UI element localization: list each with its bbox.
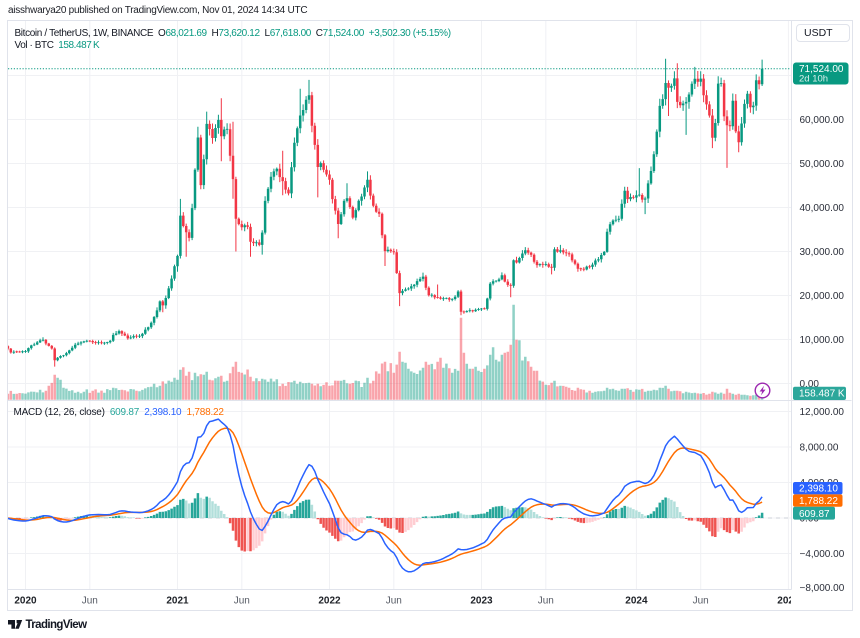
svg-text:609.87: 609.87 bbox=[799, 509, 830, 520]
svg-text:12,000.00: 12,000.00 bbox=[800, 407, 845, 418]
svg-text:2022: 2022 bbox=[318, 596, 341, 607]
svg-text:Jun: Jun bbox=[82, 596, 98, 607]
svg-text:Jun: Jun bbox=[234, 596, 250, 607]
svg-text:20,000.00: 20,000.00 bbox=[800, 291, 845, 302]
svg-text:2d 10h: 2d 10h bbox=[799, 74, 828, 85]
svg-text:2023: 2023 bbox=[470, 596, 493, 607]
svg-text:8,000.00: 8,000.00 bbox=[800, 443, 839, 454]
svg-text:2,398.10: 2,398.10 bbox=[799, 484, 838, 495]
svg-text:1,788.22: 1,788.22 bbox=[799, 496, 838, 507]
svg-text:2020: 2020 bbox=[14, 596, 37, 607]
svg-text:158.487 K: 158.487 K bbox=[799, 389, 845, 400]
svg-text:50,000.00: 50,000.00 bbox=[800, 159, 845, 170]
svg-text:0.00: 0.00 bbox=[800, 379, 820, 390]
svg-text:10,000.00: 10,000.00 bbox=[800, 335, 845, 346]
svg-text:Jun: Jun bbox=[693, 596, 709, 607]
svg-text:30,000.00: 30,000.00 bbox=[800, 247, 845, 258]
svg-text:−8,000.00: −8,000.00 bbox=[800, 583, 845, 594]
svg-text:2024: 2024 bbox=[625, 596, 648, 607]
svg-text:60,000.00: 60,000.00 bbox=[800, 115, 845, 126]
svg-text:40,000.00: 40,000.00 bbox=[800, 203, 845, 214]
svg-text:Jun: Jun bbox=[386, 596, 402, 607]
svg-text:Jun: Jun bbox=[538, 596, 554, 607]
svg-text:71,524.00: 71,524.00 bbox=[799, 64, 844, 75]
svg-text:2025: 2025 bbox=[777, 596, 800, 607]
svg-text:2021: 2021 bbox=[166, 596, 189, 607]
svg-text:−4,000.00: −4,000.00 bbox=[800, 549, 845, 560]
